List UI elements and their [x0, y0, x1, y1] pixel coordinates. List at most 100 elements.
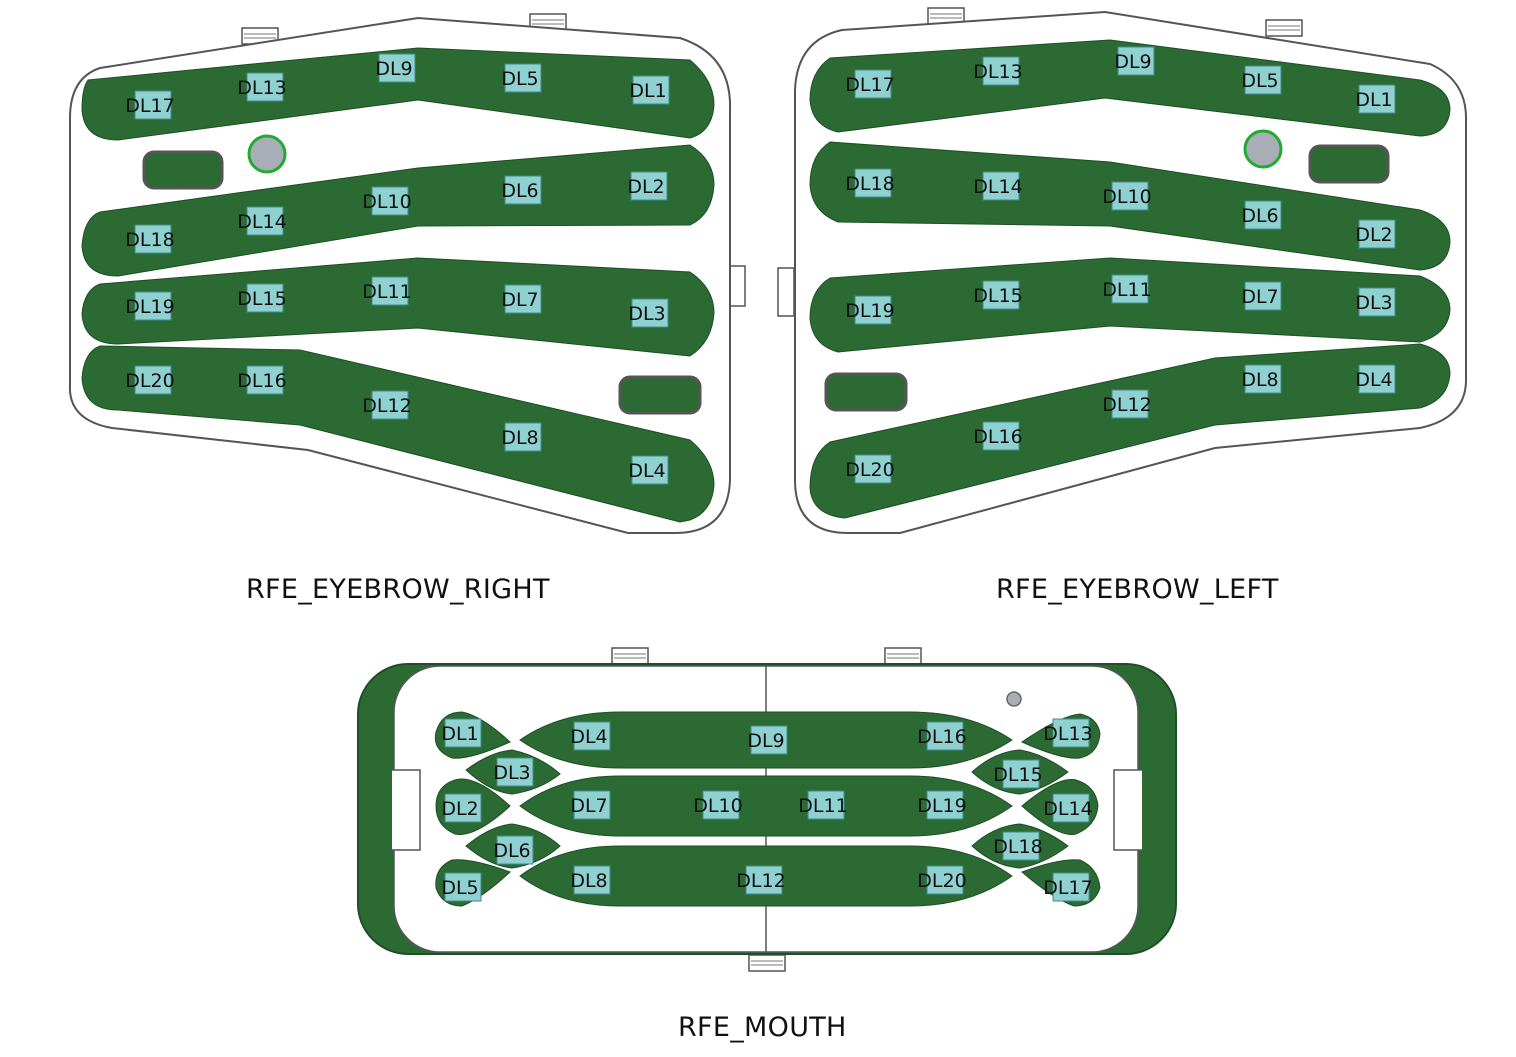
led-pad-box [504, 284, 542, 314]
led-label: DL2 [627, 176, 664, 198]
led-label: DL15 [993, 764, 1042, 786]
led-label: DL6 [493, 840, 530, 862]
led-label: DL10 [693, 795, 742, 817]
led-strip [519, 775, 1013, 837]
led-label: DL15 [973, 285, 1022, 307]
led-label: DL13 [973, 61, 1022, 83]
led-label: DL10 [362, 191, 411, 213]
led-strip [81, 47, 715, 141]
led-pad-box [378, 53, 416, 83]
connector-tab [611, 647, 649, 665]
led-pad-box [134, 291, 172, 321]
led-pad-box [1117, 46, 1155, 76]
led-label: DL3 [1355, 292, 1392, 314]
led-pad: DL6 [493, 835, 534, 865]
caption-eyebrow-right: RFE_EYEBROW_RIGHT [246, 574, 550, 605]
led-strip [809, 257, 1451, 353]
led-label: DL20 [125, 370, 174, 392]
led-pad: DL3 [628, 298, 669, 328]
led-label: DL3 [628, 303, 665, 325]
led-pad: DL15 [237, 283, 287, 313]
led-pad: DL4 [1355, 364, 1396, 394]
led-pad: DL1 [1355, 84, 1396, 114]
led-pad: DL1 [629, 75, 670, 105]
led-label: DL11 [798, 795, 847, 817]
led-label: DL17 [1043, 877, 1092, 899]
mouth-board: DL1 DL2 DL3 DL4 DL5 DL6 DL7 DL8 DL9 DL10 DL11 DL12 D… [357, 647, 1177, 972]
led-pad: DL13 [1043, 718, 1093, 748]
led-pad: DL18 [845, 168, 895, 198]
led-pad-box [371, 276, 409, 306]
led-pad-box [1002, 759, 1040, 789]
led-pad: DL12 [362, 390, 412, 420]
led-label: DL8 [570, 870, 607, 892]
led-pad: DL4 [628, 455, 669, 485]
led-label: DL9 [375, 58, 412, 80]
led-pad: DL9 [375, 53, 416, 83]
led-pad-box [134, 90, 172, 120]
led-label: DL6 [1241, 205, 1278, 227]
led-pad-box [982, 280, 1020, 310]
led-pad: DL15 [973, 280, 1023, 310]
led-pad: DL8 [501, 422, 542, 452]
led-pad-box [496, 835, 534, 865]
led-label: DL19 [845, 300, 894, 322]
led-pad-box [1244, 200, 1282, 230]
led-label: DL11 [1102, 279, 1151, 301]
led-pad: DL19 [917, 790, 967, 820]
side-notch [1113, 769, 1142, 851]
led-pad: DL1 [441, 718, 482, 748]
led-pad: DL14 [237, 206, 287, 236]
led-pad: DL15 [993, 759, 1043, 789]
mounting-slot [824, 372, 908, 412]
led-label: DL7 [570, 795, 607, 817]
led-pad: DL17 [125, 90, 175, 120]
led-pad: DL13 [237, 72, 287, 102]
led-pad: DL10 [362, 186, 412, 216]
led-pad-box [1111, 181, 1149, 211]
led-label: DL7 [501, 289, 538, 311]
led-label: DL15 [237, 288, 286, 310]
led-pad-box [926, 790, 964, 820]
led-pad: DL14 [1043, 793, 1093, 823]
led-pad: DL7 [1241, 281, 1282, 311]
led-pad-box [1358, 84, 1396, 114]
led-pad: DL20 [917, 865, 967, 895]
mounting-hole [1243, 129, 1283, 169]
led-pad-box [504, 63, 542, 93]
led-pad-box [573, 865, 611, 895]
led-pad-box [1052, 793, 1090, 823]
led-pad: DL2 [627, 171, 668, 201]
caption-eyebrow-left: RFE_EYEBROW_LEFT [996, 574, 1279, 605]
led-pad-box [1358, 219, 1396, 249]
led-pad-box [1111, 274, 1149, 304]
led-pad-box [444, 793, 482, 823]
led-pad-box [926, 721, 964, 751]
led-label: DL2 [1355, 224, 1392, 246]
led-pad-box [504, 175, 542, 205]
led-label: DL9 [1114, 51, 1151, 73]
led-label: DL1 [1355, 89, 1392, 111]
led-pad: DL4 [570, 721, 611, 751]
led-pad-box [496, 757, 534, 787]
led-label: DL19 [125, 296, 174, 318]
led-pad: DL5 [1241, 65, 1282, 95]
mouth-leds: DL1 DL2 DL3 DL4 DL5 DL6 DL7 DL8 DL9 DL10 DL11 DL12 D… [441, 718, 1093, 902]
led-label: DL17 [125, 95, 174, 117]
led-strip [81, 257, 715, 357]
led-label: DL3 [493, 762, 530, 784]
led-pad-box [1358, 364, 1396, 394]
led-label: DL17 [845, 74, 894, 96]
led-pad-box [246, 283, 284, 313]
led-pad-box [982, 421, 1020, 451]
led-pad-box [246, 365, 284, 395]
led-label: DL7 [1241, 286, 1278, 308]
led-pad-box [854, 168, 892, 198]
led-pad-box [1002, 831, 1040, 861]
led-label: DL1 [441, 723, 478, 745]
led-strip [809, 39, 1451, 137]
led-pad-box [632, 75, 670, 105]
led-pad-box [630, 171, 668, 201]
mounting-hole [247, 134, 287, 174]
led-pad: DL3 [493, 757, 534, 787]
